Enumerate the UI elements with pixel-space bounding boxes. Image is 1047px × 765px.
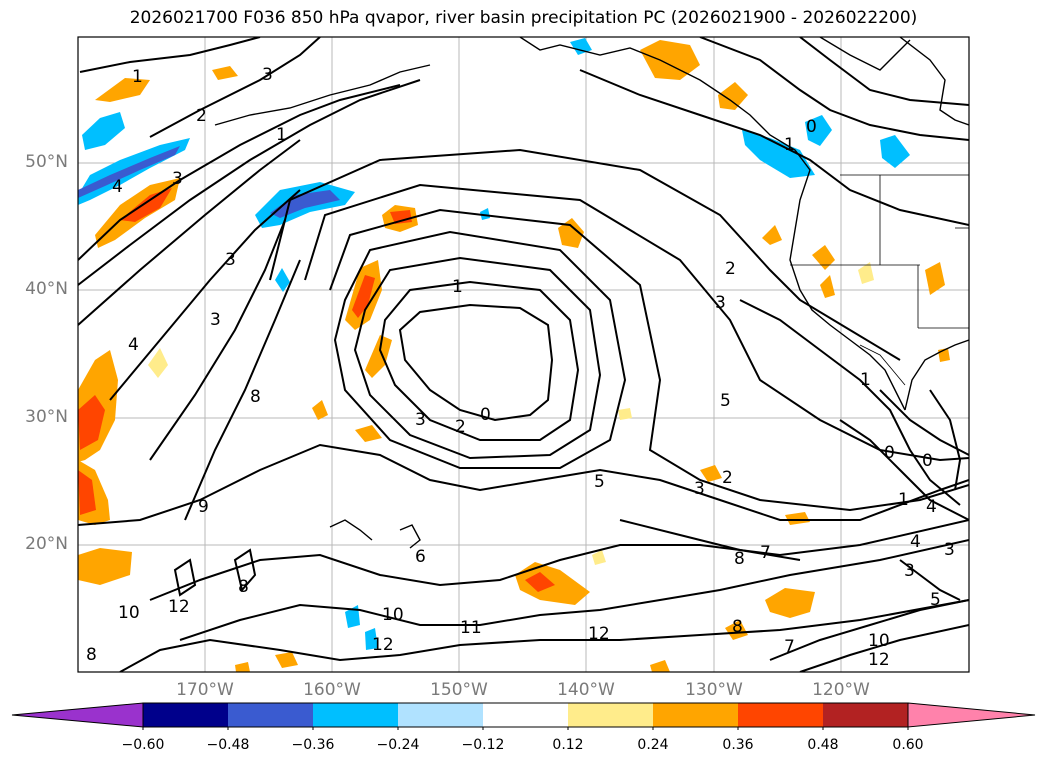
contour-label: 3 bbox=[904, 561, 915, 581]
lat-label: 30°N bbox=[25, 407, 68, 427]
contour-label: 5 bbox=[720, 391, 731, 411]
colorbar-extend-high bbox=[907, 702, 1036, 728]
colorbar-tick-label: 0.60 bbox=[892, 737, 924, 753]
contour-label: 4 bbox=[926, 497, 937, 517]
colorbar-tick-label: −0.60 bbox=[121, 737, 165, 753]
contour-label: 3 bbox=[210, 310, 221, 330]
colorbar bbox=[11, 702, 1036, 730]
contour-label: 4 bbox=[112, 177, 123, 197]
contour-label: 10 bbox=[868, 631, 890, 651]
contour-label: 8 bbox=[86, 645, 97, 665]
contour-label: 3 bbox=[944, 540, 955, 560]
colorbar-swatch bbox=[313, 703, 398, 727]
lat-label: 20°N bbox=[25, 534, 68, 554]
lon-label: 130°W bbox=[685, 680, 743, 700]
colorbar-swatch bbox=[653, 703, 738, 727]
contour-label: 2 bbox=[722, 468, 733, 488]
lon-label: 170°W bbox=[176, 680, 234, 700]
shade-neg-nw-core bbox=[78, 146, 180, 198]
lon-label: 140°W bbox=[557, 680, 615, 700]
lon-label: 160°W bbox=[303, 680, 361, 700]
colorbar-swatch bbox=[228, 703, 313, 727]
contour-label: 1 bbox=[132, 67, 143, 87]
shade-pos-nw bbox=[95, 78, 150, 102]
contour-label: 12 bbox=[168, 597, 190, 617]
contour-label: 3 bbox=[415, 410, 426, 430]
map-frame bbox=[77, 36, 970, 673]
contour-label: 1 bbox=[898, 490, 909, 510]
colorbar-swatch bbox=[143, 703, 228, 727]
contour-label: 10 bbox=[118, 603, 140, 623]
colorbar-swatch bbox=[483, 703, 568, 727]
contour-label: 3 bbox=[262, 65, 273, 85]
qvapor-contours bbox=[78, 37, 969, 672]
contour-label: 0 bbox=[806, 117, 817, 137]
colorbar-tick-label: −0.24 bbox=[376, 737, 420, 753]
colorbar-swatch bbox=[823, 703, 908, 727]
colorbar-swatch bbox=[738, 703, 823, 727]
shade-neg-nw2 bbox=[82, 112, 125, 150]
contour-label: 1 bbox=[276, 125, 287, 145]
coastline bbox=[214, 37, 969, 549]
colorbar-tick-label: 0.24 bbox=[637, 737, 669, 753]
lat-label: 50°N bbox=[25, 152, 68, 172]
colorbar-tick-label: −0.36 bbox=[291, 737, 335, 753]
lon-label: 120°W bbox=[812, 680, 870, 700]
contour-label: 7 bbox=[784, 637, 795, 657]
contour-label: 2 bbox=[196, 106, 207, 126]
contour-label: 8 bbox=[734, 549, 745, 569]
contour-label: 1 bbox=[452, 277, 463, 297]
contour-label: 0 bbox=[480, 405, 491, 425]
contour-label: 10 bbox=[382, 605, 404, 625]
contour-label: 7 bbox=[760, 543, 771, 563]
colorbar-tick-label: −0.48 bbox=[206, 737, 250, 753]
colorbar-swatch bbox=[398, 703, 483, 727]
colorbar-tick-label: −0.12 bbox=[461, 737, 505, 753]
contour-label: 8 bbox=[732, 617, 743, 637]
contour-label: 11 bbox=[460, 618, 482, 638]
contour-label: 8 bbox=[238, 577, 249, 597]
precip-shading bbox=[78, 38, 950, 672]
contour-label: 4 bbox=[910, 532, 921, 552]
contour-label: 1 bbox=[860, 370, 871, 390]
contour-label: 0 bbox=[884, 443, 895, 463]
colorbar-extend-low bbox=[11, 702, 144, 728]
contour-labels: 1 2 3 1 4 3 3 3 4 8 9 1 3 2 0 5 5 3 2 6 … bbox=[86, 65, 955, 670]
colorbar-tick-label: 0.36 bbox=[722, 737, 754, 753]
colorbar-tick-label: 0.48 bbox=[807, 737, 839, 753]
contour-label: 8 bbox=[250, 387, 261, 407]
graticule bbox=[78, 37, 969, 672]
contour-label: 6 bbox=[415, 547, 426, 567]
contour-label: 5 bbox=[930, 590, 941, 610]
political-borders bbox=[790, 174, 969, 386]
colorbar-swatch bbox=[568, 703, 653, 727]
contour-label: 2 bbox=[725, 259, 736, 279]
lat-label: 40°N bbox=[25, 279, 68, 299]
contour-label: 9 bbox=[198, 497, 209, 517]
contour-label: 5 bbox=[594, 472, 605, 492]
map-title: 2026021700 F036 850 hPa qvapor, river ba… bbox=[129, 8, 918, 28]
lon-label: 150°W bbox=[430, 680, 488, 700]
contour-label: 4 bbox=[128, 335, 139, 355]
contour-label: 12 bbox=[372, 635, 394, 655]
contour-label: 3 bbox=[715, 293, 726, 313]
contour-label: 3 bbox=[694, 479, 705, 499]
colorbar-tick-label: 0.12 bbox=[552, 737, 584, 753]
contour-label: 3 bbox=[225, 250, 236, 270]
contour-label: 12 bbox=[588, 624, 610, 644]
contour-label: 12 bbox=[868, 650, 890, 670]
contour-label: 1 bbox=[784, 135, 795, 155]
contour-label: 0 bbox=[922, 451, 933, 471]
contour-label: 2 bbox=[455, 417, 466, 437]
contour-label: 3 bbox=[172, 169, 183, 189]
